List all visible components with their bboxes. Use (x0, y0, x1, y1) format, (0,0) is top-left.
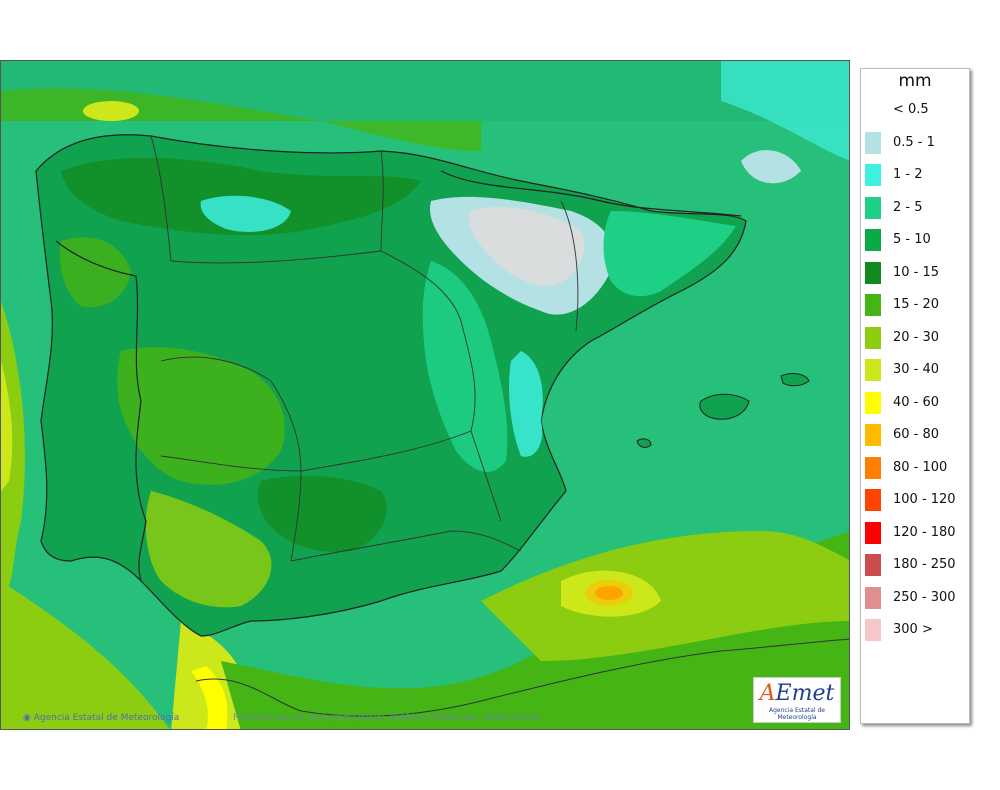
legend-label: 10 - 15 (893, 264, 940, 280)
legend-item: < 0.5 (865, 99, 965, 121)
legend-swatch (865, 261, 881, 284)
precipitation-legend: mm < 0.5 0.5 - 1 1 - 2 2 - 5 5 - 10 10 - 15 15… (860, 68, 970, 724)
southwest-rain-area (1, 581, 170, 729)
legend-label: 100 - 120 (893, 492, 956, 507)
agency-name: Agencia Estatal de Meteorología (33, 713, 180, 723)
aemet-logo: AEmet Agencia Estatal de Meteorología (753, 677, 841, 723)
legend-swatch (865, 586, 881, 609)
legend-swatch (865, 554, 881, 576)
legend-item: 2 - 5 (865, 196, 965, 219)
legend-swatch (865, 521, 881, 544)
legend-item: 15 - 20 (865, 294, 965, 316)
legend-label: 0.5 - 1 (893, 134, 935, 150)
legend-swatch (865, 99, 881, 121)
legend-label: 1 - 2 (893, 167, 923, 182)
legend-swatch (865, 619, 881, 641)
legend-label: 250 - 300 (893, 589, 956, 605)
legend-item: 120 - 180 (865, 521, 965, 544)
legend-swatch (865, 229, 881, 251)
legend-label: 30 - 40 (893, 362, 940, 377)
legend-label: 60 - 80 (893, 427, 940, 442)
legend-label: 80 - 100 (893, 459, 948, 475)
legend-swatch (865, 131, 881, 154)
legend-item: 0.5 - 1 (865, 131, 965, 154)
legend-label: 5 - 10 (893, 232, 931, 247)
legend-item: 5 - 10 (865, 229, 965, 251)
legend-item: 30 - 40 (865, 359, 965, 381)
portugal-border (55, 240, 147, 582)
map-canvas (1, 61, 849, 729)
legend-item: 1 - 2 (865, 164, 965, 186)
legend-item: 10 - 15 (865, 261, 965, 284)
legend-swatch (865, 359, 881, 381)
dry-area-castilla (200, 195, 291, 232)
legend-swatch (865, 326, 881, 349)
precipitation-map: ◉ Agencia Estatal de Meteorología Precip… (0, 60, 850, 730)
legend-item: 300 > (865, 619, 965, 641)
globe-icon: ◉ (23, 713, 31, 723)
legend-label: 15 - 20 (893, 297, 940, 312)
legend-item: 20 - 30 (865, 326, 965, 349)
legend-label: 40 - 60 (893, 394, 940, 410)
ibiza (636, 438, 652, 448)
africa-coast (195, 638, 849, 717)
legend-swatch (865, 456, 881, 479)
legend-item: 40 - 60 (865, 391, 965, 414)
agency-credit: ◉ Agencia Estatal de Meteorología (23, 713, 179, 723)
atlantic-rain-band (1, 301, 25, 601)
legend-swatch (865, 196, 881, 219)
legend-label: 300 > (893, 622, 933, 637)
legend-swatch (865, 489, 881, 511)
legend-swatch (865, 391, 881, 414)
regional-borders (150, 135, 579, 562)
legend-label: < 0.5 (893, 102, 929, 117)
legend-item: 60 - 80 (865, 424, 965, 446)
legend-swatch (865, 164, 881, 186)
legend-item: 250 - 300 (865, 586, 965, 609)
legend-title: mm (898, 71, 932, 91)
alboran-rain-area (221, 531, 849, 729)
legend-swatch (865, 294, 881, 316)
legend-swatch (865, 424, 881, 446)
legend-item: 180 - 250 (865, 554, 965, 576)
legend-label: 2 - 5 (893, 199, 923, 215)
mallorca (699, 393, 750, 420)
legend-label: 180 - 250 (893, 557, 956, 572)
map-caption: Precipitación en 24 h (mm) Inicio: 20201… (233, 713, 540, 723)
legend-item: 100 - 120 (865, 489, 965, 511)
france-border (440, 170, 742, 217)
legend-label: 20 - 30 (893, 329, 940, 345)
legend-label: 120 - 180 (893, 524, 956, 540)
legend-item: 80 - 100 (865, 456, 965, 479)
menorca (780, 373, 810, 387)
